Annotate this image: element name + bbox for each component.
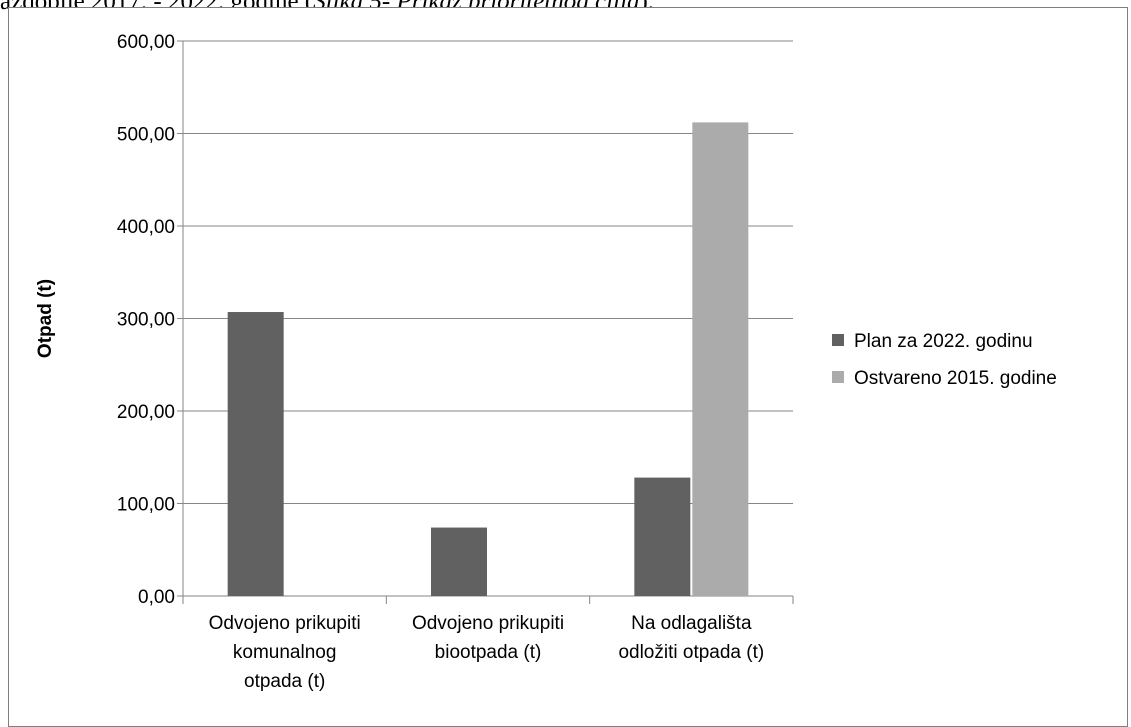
legend-label: Plan za 2022. godinu	[854, 331, 1033, 352]
bar	[692, 122, 749, 597]
x-tick-label: Na odlagališta	[631, 613, 752, 634]
y-tick-label: 100,00	[117, 495, 175, 516]
x-tick-label: biootpada (t)	[435, 642, 542, 663]
y-axis-title: Otpad (t)	[35, 279, 56, 358]
legend-swatch	[832, 371, 844, 383]
bar	[431, 527, 487, 596]
x-tick-label: Odvojeno prikupiti	[412, 613, 564, 634]
bar	[634, 477, 691, 596]
legend-label: Ostvareno 2015. godine	[854, 368, 1057, 389]
y-tick-label: 300,00	[117, 310, 175, 331]
y-tick-label: 0,00	[138, 587, 175, 608]
x-tick-label: odložiti otpada (t)	[618, 642, 764, 663]
chart-frame	[8, 7, 1128, 727]
legend-swatch	[832, 334, 844, 346]
x-tick-label: otpada (t)	[244, 671, 325, 692]
x-tick-label: komunalnog	[233, 642, 337, 663]
x-tick-label: Odvojeno prikupiti	[209, 613, 361, 634]
y-tick-label: 600,00	[117, 32, 175, 53]
y-tick-label: 400,00	[117, 217, 175, 238]
bar	[227, 312, 284, 596]
y-tick-label: 500,00	[117, 125, 175, 146]
y-tick-label: 200,00	[117, 402, 175, 423]
